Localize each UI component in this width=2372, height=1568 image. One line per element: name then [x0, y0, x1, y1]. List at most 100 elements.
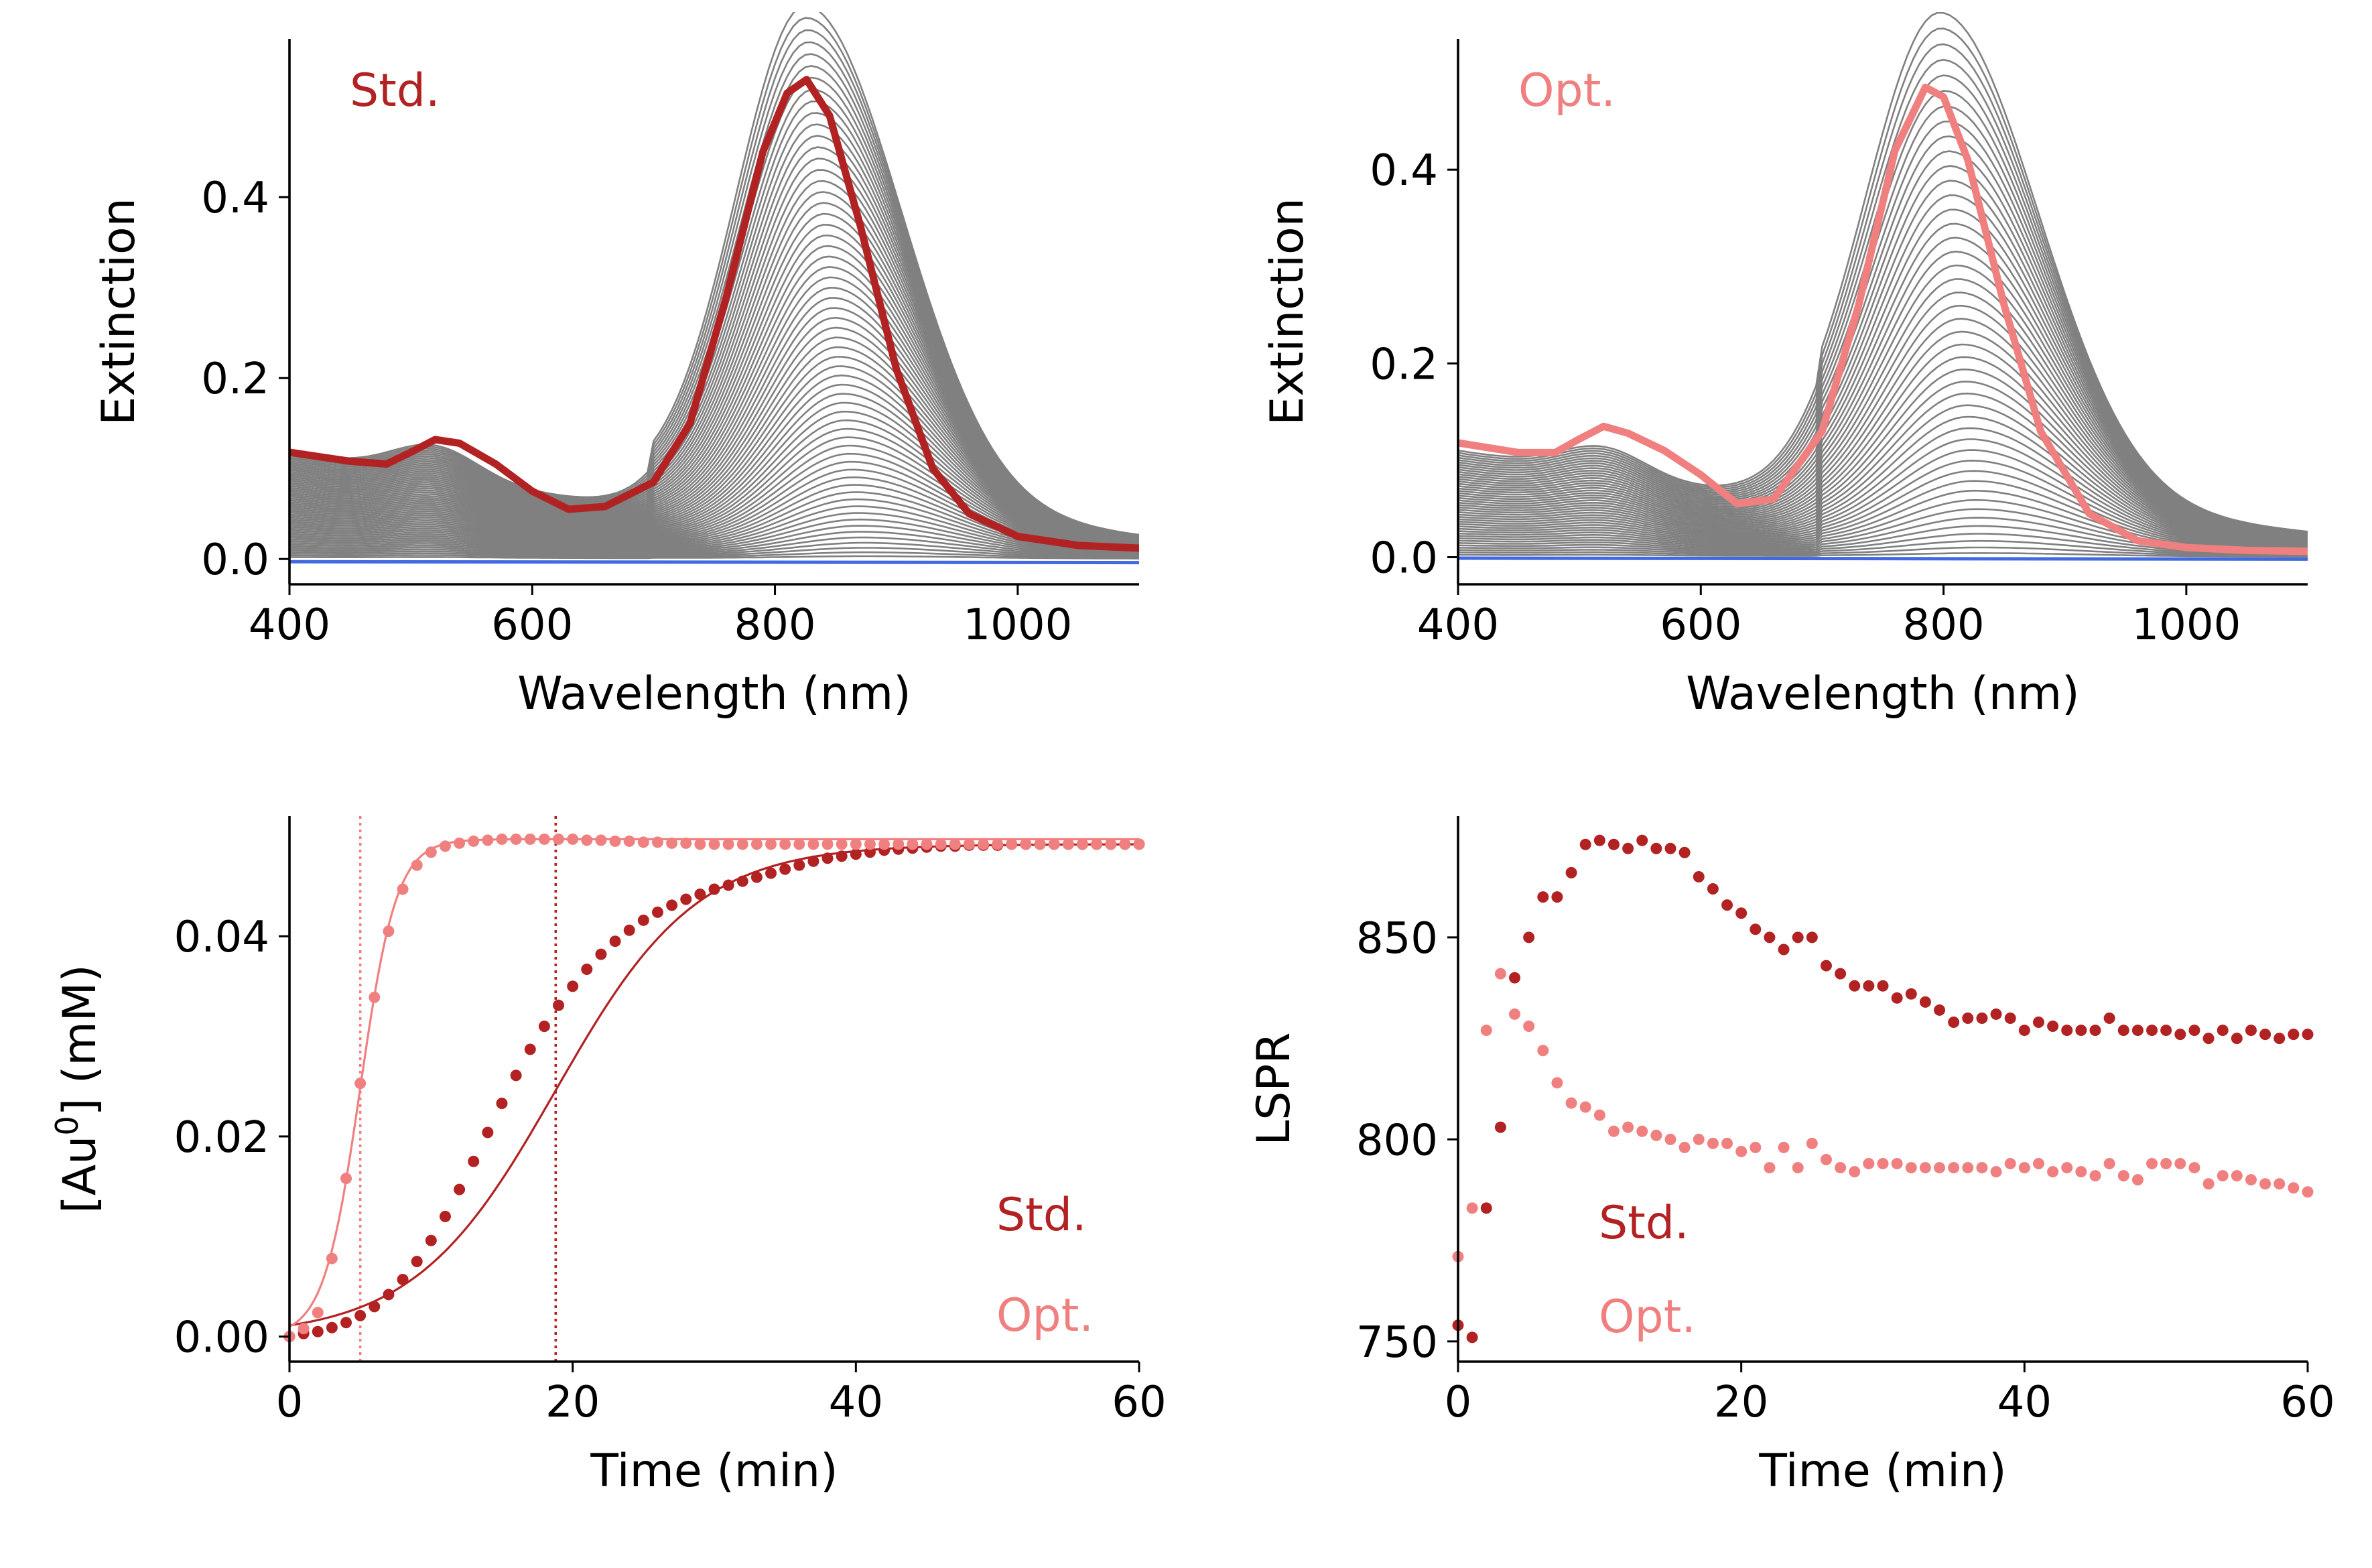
data-point: [1494, 968, 1506, 980]
spectrum-line: [289, 436, 1139, 552]
x-tick-label: 40: [829, 1378, 883, 1427]
data-point: [567, 833, 579, 845]
spectrum-line: [289, 512, 1139, 556]
fit-curve: [289, 838, 1139, 1328]
data-point: [312, 1307, 324, 1319]
data-point: [1693, 870, 1705, 883]
data-point: [2231, 1170, 2243, 1182]
spectrum-line: [1458, 525, 2308, 556]
y-axis-label: LSPR: [1248, 1032, 1301, 1145]
series-opt: [283, 833, 1145, 1343]
spectrum-line: [289, 444, 1139, 552]
data-point: [708, 838, 720, 850]
spectrum-line: [289, 551, 1139, 560]
data-point: [2245, 1025, 2257, 1037]
data-point: [2160, 1025, 2172, 1037]
data-point: [1806, 931, 1818, 943]
data-point: [2032, 1017, 2044, 1029]
data-point: [312, 1325, 324, 1337]
data-point: [2160, 1158, 2172, 1170]
data-point: [1835, 968, 1847, 980]
data-point: [1523, 931, 1535, 943]
data-point: [510, 1069, 522, 1082]
data-point: [340, 1173, 352, 1185]
data-point: [793, 838, 805, 850]
data-point: [496, 833, 508, 845]
data-point: [1105, 838, 1117, 850]
data-point: [411, 1256, 423, 1268]
data-point: [439, 840, 451, 852]
data-point: [397, 883, 409, 895]
data-point: [510, 833, 522, 845]
data-point: [1934, 1162, 1946, 1174]
x-tick-label: 400: [1417, 600, 1499, 650]
y-tick-label: 0.2: [1370, 340, 1438, 389]
data-point: [1664, 1133, 1676, 1145]
data-point: [907, 838, 919, 850]
data-point: [553, 833, 565, 845]
data-point: [864, 838, 876, 850]
data-point: [949, 838, 961, 850]
data-point: [2103, 1012, 2115, 1024]
spectrum-line: [289, 326, 1139, 547]
y-tick-label: 0.2: [201, 354, 269, 404]
panel-std-spectra: 400 600 800 1000 0.0 0.2 0.4 Wavelength (nm) Ext…: [92, 12, 1139, 720]
data-point: [722, 838, 734, 850]
spectrum-line: [1458, 237, 2308, 541]
x-tick-label: 1000: [963, 600, 1072, 650]
data-point: [1849, 1166, 1861, 1178]
data-point: [2089, 1170, 2101, 1182]
data-point: [864, 846, 876, 858]
data-point: [369, 991, 381, 1003]
spectrum-line: [289, 276, 1139, 545]
data-point: [1076, 838, 1088, 850]
data-point: [2018, 1162, 2030, 1174]
data-point: [1707, 883, 1719, 895]
data-point: [765, 867, 777, 879]
data-point: [2018, 1025, 2030, 1037]
data-point: [482, 1126, 494, 1138]
spectrum-line: [1458, 278, 2308, 543]
spectrum-line: [289, 518, 1139, 557]
spectrum-line: [289, 336, 1139, 547]
data-point: [736, 875, 748, 887]
spectrum-line: [1458, 546, 2308, 558]
spectrum-line: [289, 223, 1139, 543]
spectrum-line: [1458, 438, 2308, 550]
spectrum-line: [1458, 135, 2308, 537]
data-point: [1048, 838, 1060, 850]
spectrum-line: [289, 536, 1139, 558]
y-axis-label: [Au0] (mM): [49, 964, 107, 1214]
data-point: [850, 848, 862, 860]
data-point: [1565, 1097, 1577, 1109]
data-point: [524, 1043, 536, 1055]
data-point: [807, 855, 819, 867]
spectrum-line: [289, 491, 1139, 555]
data-point: [722, 879, 734, 891]
data-point: [1905, 1162, 1917, 1174]
data-point: [963, 838, 975, 850]
data-point: [1466, 1331, 1478, 1344]
data-point: [1764, 931, 1776, 943]
data-point: [326, 1321, 338, 1333]
data-point: [1523, 1021, 1535, 1033]
data-point: [2146, 1158, 2158, 1170]
panel-opt-spectra: 400 600 800 1000 0.0 0.2 0.4 Wavelength (nm) Ext…: [1261, 12, 2308, 720]
spectra-lines: [1458, 12, 2308, 561]
spectrum-line: [1458, 222, 2308, 541]
spectrum-line: [289, 255, 1139, 544]
y-tick-label: 800: [1356, 1116, 1438, 1165]
data-point: [1806, 1137, 1818, 1149]
data-point: [750, 871, 763, 883]
data-point: [2188, 1025, 2200, 1037]
data-point: [978, 838, 990, 850]
data-point: [2117, 1170, 2129, 1182]
data-point: [538, 833, 550, 845]
data-point: [921, 838, 933, 850]
data-point: [1006, 838, 1018, 850]
data-point: [1990, 1008, 2002, 1020]
data-point: [2274, 1178, 2286, 1190]
data-point: [1509, 1008, 1521, 1020]
x-tick-label: 20: [545, 1378, 600, 1427]
